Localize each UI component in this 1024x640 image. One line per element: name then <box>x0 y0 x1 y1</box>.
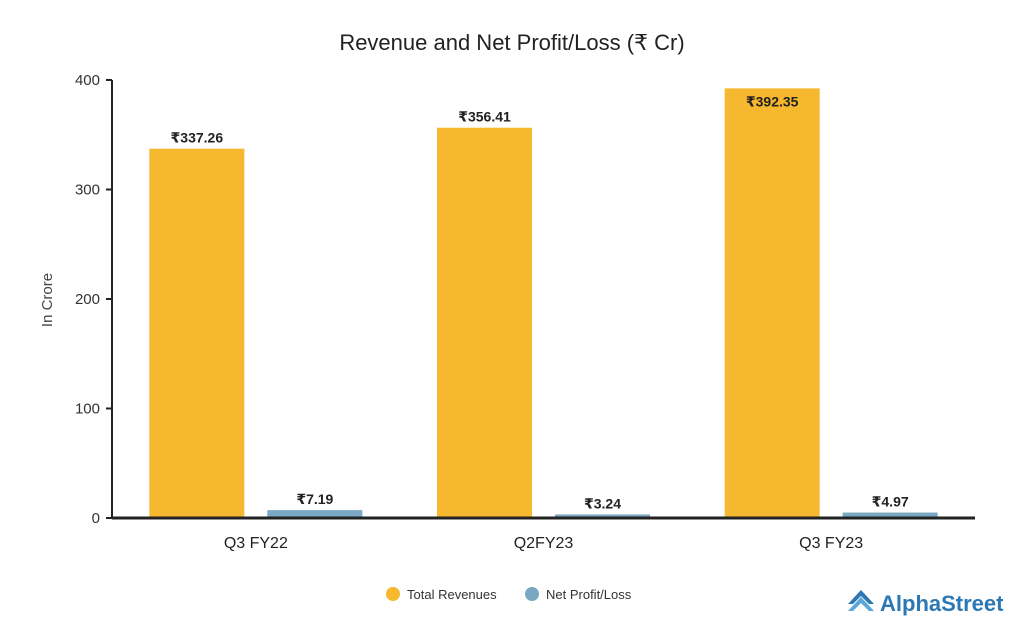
brand-name: AlphaStreet <box>880 591 1004 616</box>
x-tick-label: Q3 FY23 <box>799 535 863 552</box>
y-tick-label: 400 <box>75 72 100 89</box>
legend-swatch <box>525 587 539 601</box>
y-axis: 0 100 200 300 400 <box>75 72 113 527</box>
x-axis: Q3 FY22 Q2FY23 Q3 FY23 <box>112 516 975 552</box>
y-tick-label: 100 <box>75 401 100 418</box>
bar-net-profit-loss <box>267 510 363 518</box>
bar-total-revenues <box>437 127 532 518</box>
bar-total-revenues <box>724 88 820 519</box>
data-label: ₹7.19 <box>296 491 333 507</box>
data-label: ₹356.41 <box>458 109 511 125</box>
y-tick-label: 200 <box>75 291 100 308</box>
x-tick-label: Q3 FY22 <box>224 535 288 552</box>
legend-label: Net Profit/Loss <box>546 587 632 602</box>
chart-title: Revenue and Net Profit/Loss (₹ Cr) <box>339 30 684 55</box>
bar-net-profit-loss <box>555 514 650 518</box>
data-label: ₹4.97 <box>872 494 909 510</box>
data-label: ₹3.24 <box>584 495 621 511</box>
data-label: ₹337.26 <box>171 130 224 146</box>
y-tick-label: 0 <box>92 510 100 527</box>
legend-label: Total Revenues <box>407 587 497 602</box>
y-tick-label: 300 <box>75 182 100 199</box>
x-tick-label: Q2FY23 <box>514 535 574 552</box>
data-label: ₹392.35 <box>746 93 799 109</box>
bar-net-profit-loss <box>842 512 938 518</box>
alphastreet-logo: AlphaStreet <box>848 590 1004 616</box>
legend-swatch <box>386 587 400 601</box>
bar-total-revenues <box>149 148 245 518</box>
bars-group: ₹337.26 ₹7.19 ₹356.41 ₹3.24 ₹392.35 ₹4.97 <box>149 88 938 519</box>
legend: Total Revenues Net Profit/Loss <box>386 587 632 602</box>
alphastreet-logo-icon <box>848 590 874 611</box>
y-axis-label: In Crore <box>39 273 56 327</box>
